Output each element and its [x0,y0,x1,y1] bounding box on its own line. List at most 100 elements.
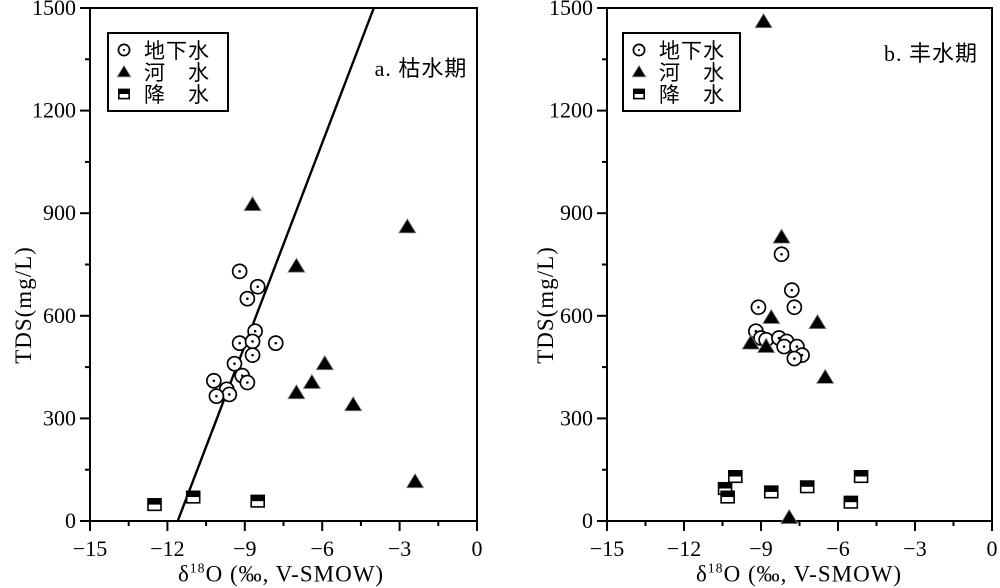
data-point-river [315,354,334,371]
legend-label: 河 水 [659,61,725,85]
data-point-groundwater-dot [212,379,216,383]
y-tick-label: 600 [43,303,76,328]
data-point-precipitation-fill [718,482,732,489]
x-axis-label-rest: O (‰, V-SMOW) [205,561,385,587]
data-point-precipitation-fill [844,496,858,503]
x-tick-label: −15 [590,536,624,561]
trendline [176,7,375,522]
x-tick-label: 0 [472,536,483,561]
data-point-river [808,313,827,330]
legend-square-icon-fill [118,89,130,94]
legend-circle-icon-dot [122,48,126,52]
data-point-river [780,508,799,524]
x-tick-label: −3 [903,536,926,561]
x-tick-label: −12 [667,536,701,561]
delta-symbol: δ [177,561,190,587]
y-tick-label: 600 [560,303,593,328]
data-point-groundwater-dot [251,340,254,343]
data-point-river [243,195,262,212]
data-point-precipitation-fill [186,491,200,498]
data-point-river [405,472,425,489]
superscript-18: 18 [707,560,724,576]
data-point-river [343,395,363,412]
legend-triangle-icon [631,64,647,78]
delta-symbol: δ [695,561,708,587]
data-point-groundwater-dot [782,345,786,348]
data-point-river [741,334,760,350]
legend-label: 河 水 [144,61,210,85]
x-tick-label: −3 [388,536,411,561]
legend-label: 降 水 [659,83,725,107]
data-point-precipitation-fill [251,495,265,502]
y-tick-label: 300 [560,405,593,430]
legend-label: 降 水 [144,83,210,107]
y-tick-label: 300 [43,405,76,430]
x-tick-label: 0 [987,536,998,561]
data-point-groundwater-dot [256,285,260,289]
data-point-groundwater-dot [795,345,799,348]
data-point-groundwater-dot [238,341,241,345]
data-point-groundwater-dot [790,288,794,292]
data-point-groundwater-dot [215,394,218,398]
y-tick-label: 900 [560,200,593,225]
data-point-groundwater-dot [228,393,231,396]
data-point-precipitation-fill [854,470,868,477]
data-point-river [302,373,322,389]
data-point-river [756,337,776,353]
data-point-river [754,12,773,29]
data-point-groundwater-dot [233,362,236,365]
data-point-groundwater-dot [238,270,241,273]
legend-square-icon-fill [633,89,645,94]
superscript-18: 18 [189,560,206,576]
x-tick-label: −9 [749,536,772,561]
panel-a-title: a. 枯水期 [374,56,468,81]
y-tick-label: 1200 [32,98,76,123]
panel-b-title: b. 丰水期 [883,41,979,66]
data-point-precipitation-fill [728,470,742,477]
data-point-groundwater-dot [757,305,760,309]
data-point-groundwater-dot [253,329,257,333]
data-point-groundwater-dot [246,381,249,384]
data-point-precipitation-fill [800,481,814,487]
x-axis-label-panel-a: δ18O (‰, V-SMOW) [178,561,384,588]
data-point-groundwater-dot [274,341,278,345]
data-point-river [287,383,306,400]
y-tick-label: 0 [65,508,76,533]
legend-triangle-icon [116,64,132,78]
y-axis-label-panel-b: TDS(mg/L) [533,246,558,364]
data-point-precipitation-fill [148,498,161,505]
x-axis-label-rest: O (‰, V-SMOW) [723,561,903,587]
y-axis-label-panel-a: TDS(mg/L) [11,246,36,364]
x-tick-label: −12 [150,536,184,561]
legend-circle-icon-dot [637,48,641,52]
data-point-river [398,218,417,234]
y-tick-label: 0 [582,508,593,533]
data-point-river [287,257,306,273]
x-axis-label-panel-b: δ18O (‰, V-SMOW) [696,561,902,588]
data-point-groundwater-dot [246,297,249,301]
x-tick-label: −9 [233,536,256,561]
y-tick-label: 1500 [549,0,593,20]
y-tick-label: 1500 [32,0,76,20]
data-point-river [762,308,781,324]
x-tick-label: −15 [73,536,107,561]
y-tick-label: 900 [43,200,76,225]
data-point-groundwater-dot [251,353,254,357]
legend-label: 地下水 [144,39,210,63]
data-point-precipitation-fill [764,486,778,492]
x-tick-label: −6 [310,536,333,561]
data-point-groundwater-dot [793,357,796,360]
data-point-river [772,228,791,244]
legend-label: 地下水 [659,39,725,63]
x-tick-label: −6 [826,536,849,561]
data-point-precipitation-fill [721,491,735,498]
data-point-river [815,368,835,384]
data-point-groundwater-dot [793,305,796,309]
y-tick-label: 1200 [549,98,593,123]
